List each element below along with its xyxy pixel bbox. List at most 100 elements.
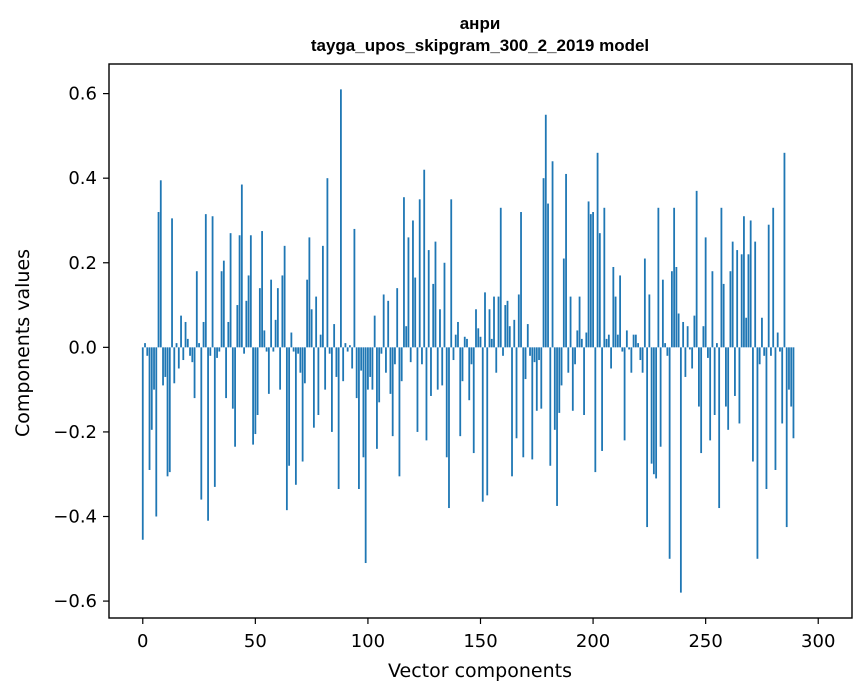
bar-127 (427, 250, 430, 348)
bar-176 (538, 347, 540, 361)
bar-89 (342, 347, 345, 382)
bar-251 (707, 347, 709, 358)
bar-276 (763, 347, 766, 356)
bar-112 (394, 347, 396, 365)
bar-204 (601, 347, 603, 451)
bar-118 (407, 237, 410, 348)
bar-170 (524, 347, 527, 380)
bar-224 (646, 347, 649, 528)
bar-159 (499, 207, 502, 348)
y-tick-label: −0.2 (53, 422, 97, 443)
bar-233 (666, 347, 669, 356)
bar-86 (335, 347, 338, 377)
bar-16 (177, 347, 180, 369)
bar-163 (508, 326, 511, 348)
bar-134 (443, 262, 446, 348)
bar-255 (716, 343, 718, 348)
bar-202 (596, 152, 599, 348)
bar-38 (227, 321, 230, 348)
bar-78 (317, 347, 320, 415)
bar-75 (310, 309, 313, 348)
bar-188 (565, 173, 567, 348)
bar-215 (625, 330, 628, 348)
bar-133 (441, 347, 444, 386)
bar-158 (497, 296, 500, 348)
bar-120 (412, 220, 414, 348)
bar-256 (718, 347, 721, 509)
bar-261 (729, 271, 732, 348)
bar-125 (423, 169, 426, 348)
bar-8 (159, 180, 162, 348)
bar-206 (605, 338, 608, 348)
bar-32 (213, 347, 216, 487)
bar-148 (475, 309, 477, 348)
bar-164 (511, 347, 513, 477)
bar-161 (504, 305, 507, 348)
bar-47 (247, 275, 250, 348)
bar-57 (270, 279, 273, 348)
bar-278 (767, 224, 770, 348)
bar-108 (385, 347, 387, 373)
bar-155 (490, 338, 493, 348)
bar-247 (698, 347, 700, 407)
bar-213 (621, 347, 624, 352)
bar-99 (364, 347, 367, 564)
bar-69 (297, 347, 300, 354)
bar-242 (686, 326, 689, 348)
bar-4 (150, 347, 153, 430)
bar-246 (695, 190, 698, 348)
bar-230 (659, 347, 662, 447)
bar-173 (531, 347, 534, 460)
bar-2 (146, 347, 149, 356)
y-axis-label: Components values (12, 249, 34, 437)
bar-264 (736, 250, 739, 348)
bar-136 (448, 347, 450, 509)
chart-title: анри (460, 14, 501, 33)
bar-84 (331, 347, 333, 432)
bar-245 (693, 315, 696, 348)
bar-67 (292, 347, 295, 352)
bar-116 (403, 197, 405, 348)
bar-175 (535, 347, 538, 411)
bar-208 (610, 347, 612, 369)
bar-236 (673, 207, 676, 348)
bar-232 (664, 343, 667, 348)
bar-85 (333, 324, 336, 348)
bar-63 (283, 245, 286, 348)
bar-151 (481, 347, 484, 502)
bar-110 (389, 347, 392, 394)
bar-53 (261, 231, 263, 348)
bar-74 (308, 237, 311, 348)
bar-80 (321, 245, 324, 348)
bar-203 (598, 233, 601, 348)
bar-240 (682, 321, 685, 348)
bar-3 (148, 347, 151, 470)
bar-266 (740, 254, 743, 348)
bar-62 (281, 275, 284, 348)
plot-frame (108, 63, 853, 619)
bar-150 (479, 336, 482, 348)
bar-195 (580, 338, 583, 348)
bar-17 (180, 315, 182, 348)
bar-121 (414, 277, 417, 348)
bar-272 (754, 241, 757, 348)
bar-95 (355, 347, 358, 399)
bar-109 (387, 300, 390, 348)
bar-282 (776, 332, 779, 348)
bar-193 (576, 330, 579, 348)
bar-157 (495, 347, 498, 373)
bar-129 (432, 283, 435, 348)
x-tick-label: 150 (463, 631, 497, 652)
bar-30 (209, 347, 212, 356)
bar-273 (756, 347, 759, 559)
bar-51 (256, 347, 259, 415)
bar-179 (544, 114, 547, 348)
bar-238 (677, 313, 680, 348)
bar-222 (641, 347, 644, 373)
bar-190 (569, 296, 572, 348)
bar-91 (346, 347, 349, 352)
bar-82 (326, 178, 329, 348)
bar-281 (774, 347, 777, 470)
bar-115 (400, 347, 403, 382)
bar-66 (290, 332, 293, 348)
